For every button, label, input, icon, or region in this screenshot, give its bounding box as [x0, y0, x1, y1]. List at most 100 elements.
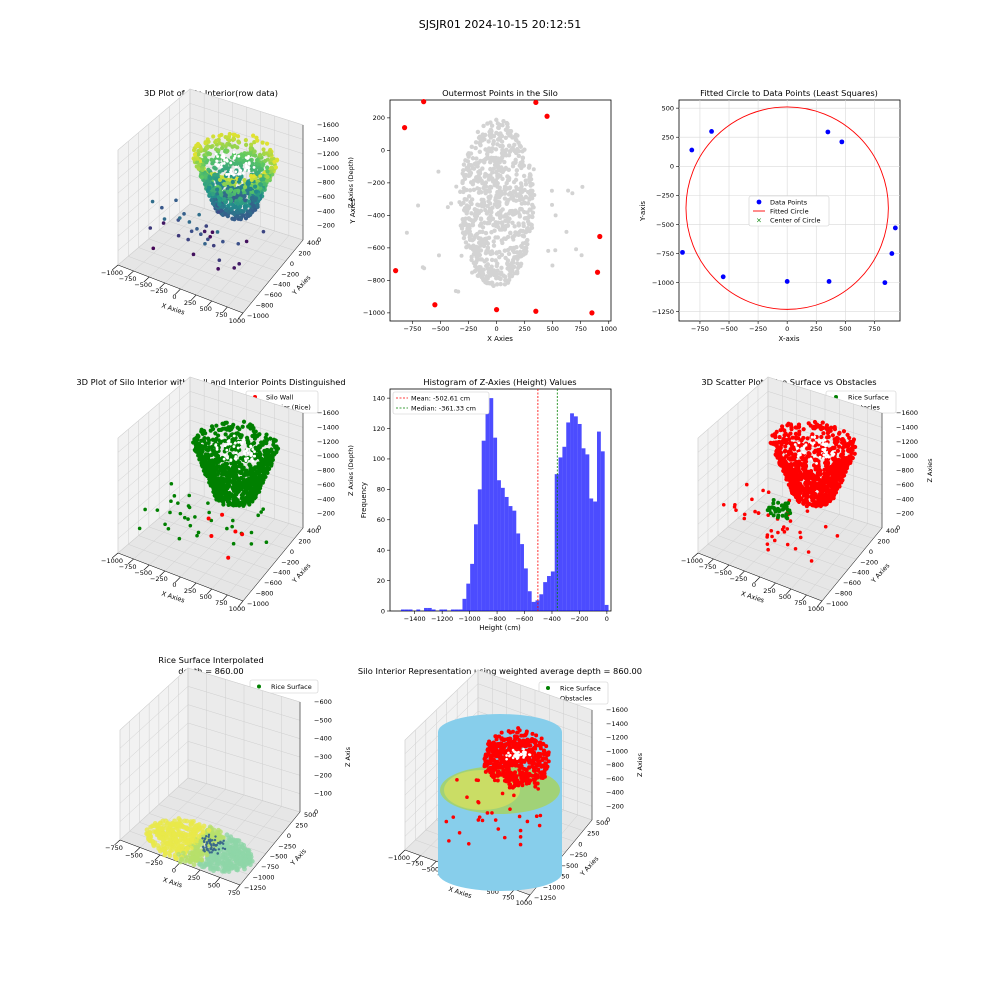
scatter-point: [830, 452, 834, 455]
inner-point: [477, 269, 482, 274]
data-point: [825, 129, 831, 135]
scatter-point: [805, 488, 810, 493]
scatter-point: [230, 179, 235, 185]
inner-point: [564, 229, 569, 234]
scatter-point: [219, 132, 224, 138]
scatter-point: [243, 198, 248, 203]
scatter-point: [211, 489, 216, 494]
inner-point: [488, 166, 493, 172]
scatter-point: [812, 500, 818, 505]
scatter-point: [797, 452, 801, 455]
scatter-point: [217, 258, 222, 262]
tick-label: −200: [281, 558, 299, 566]
tick-label: −750: [105, 844, 123, 852]
scatter-point: [187, 220, 192, 224]
scatter-point: [220, 479, 225, 485]
tick-label: 0: [317, 524, 321, 532]
inner-point: [506, 251, 512, 257]
panel-title: Silo Interior Representation using weigh…: [358, 666, 642, 676]
inner-point: [516, 153, 522, 159]
scatter-point: [234, 486, 239, 492]
tick-label: −1400: [317, 135, 339, 143]
scatter-point: [186, 237, 190, 242]
scatter-point: [204, 224, 209, 228]
x-tick: [159, 282, 166, 289]
inner-point: [508, 196, 514, 201]
inner-point: [454, 184, 459, 189]
inner-point: [498, 281, 503, 287]
panel-histogram: Histogram of Z-Axies (Height) Values −14…: [360, 377, 612, 632]
inner-point: [532, 192, 537, 197]
scatter-point: [223, 158, 227, 162]
scatter-point: [216, 457, 221, 462]
inner-point: [476, 173, 481, 179]
inner-point: [500, 151, 506, 156]
z-axis-label: Z Axies (Depth): [347, 445, 355, 496]
scatter-point: [253, 450, 256, 454]
inner-point: [473, 140, 479, 145]
inner-point: [487, 266, 492, 272]
inner-point: [478, 216, 484, 221]
inner-point: [445, 205, 450, 210]
inner-point: [521, 221, 526, 226]
scatter-point: [243, 142, 249, 147]
scatter-point: [209, 197, 214, 203]
inner-point: [515, 261, 520, 266]
scatter-point: [199, 175, 204, 180]
scatter-point: [255, 202, 260, 208]
inner-point: [492, 182, 497, 188]
histogram-bar: [589, 498, 594, 611]
scatter-point: [827, 467, 832, 472]
scatter-point: [271, 439, 276, 444]
tick-label: 400: [307, 239, 319, 247]
scatter-point: [789, 425, 794, 430]
scatter-point: [819, 490, 824, 495]
scatter-point: [839, 437, 844, 442]
inner-point: [495, 261, 500, 266]
histogram-bar: [558, 457, 563, 611]
scatter-point: [237, 177, 242, 182]
inner-point: [476, 169, 481, 174]
tick-label: −250: [749, 325, 767, 333]
histogram-bar: [466, 583, 471, 611]
tick-label: 1000: [808, 605, 825, 613]
tick-label: 0: [172, 581, 176, 589]
scatter-point: [199, 429, 204, 434]
rice-point: [771, 501, 776, 506]
inner-point: [500, 147, 505, 153]
tick-label: −800: [256, 302, 274, 310]
inner-point: [503, 212, 509, 217]
tick-label: 1000: [229, 317, 246, 325]
inner-point: [481, 123, 486, 129]
scatter-point: [813, 435, 817, 439]
inner-point: [463, 172, 468, 178]
scatter-point: [845, 432, 850, 438]
outer-point: [544, 113, 550, 119]
scatter-point: [238, 196, 243, 201]
tick-label: −500: [125, 852, 143, 860]
scatter-point: [813, 448, 818, 453]
inner-point: [518, 181, 524, 186]
scatter-point: [250, 161, 255, 166]
inner-point: [494, 224, 499, 229]
legend-label: Data Points: [770, 199, 808, 207]
scatter-point: [214, 162, 218, 166]
rice-point: [780, 513, 785, 518]
inner-point: [471, 187, 477, 193]
obstacle-point: [742, 516, 747, 521]
obstacle-point: [765, 533, 770, 537]
histogram-bar: [600, 451, 605, 611]
scatter-point: [806, 421, 811, 426]
scatter-point: [198, 146, 203, 151]
inner-point: [514, 168, 520, 173]
inner-point: [480, 229, 485, 235]
scatter-point: [261, 229, 266, 234]
inner-point: [488, 207, 493, 213]
scatter-point: [220, 436, 223, 440]
scatter-point: [253, 198, 258, 203]
inner-point: [504, 200, 509, 205]
scatter-point: [820, 420, 825, 425]
inner-point: [502, 184, 508, 190]
legend-marker: [546, 686, 550, 690]
tick-label: −1400: [317, 423, 339, 431]
